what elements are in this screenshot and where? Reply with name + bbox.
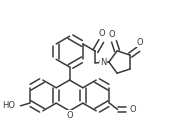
Text: O: O — [130, 105, 136, 114]
Text: O: O — [99, 29, 105, 38]
Text: HO: HO — [2, 101, 15, 110]
Text: O: O — [66, 111, 73, 120]
Text: O: O — [137, 38, 143, 47]
Text: N: N — [100, 58, 107, 66]
Text: O: O — [99, 58, 106, 67]
Text: O: O — [109, 30, 116, 39]
